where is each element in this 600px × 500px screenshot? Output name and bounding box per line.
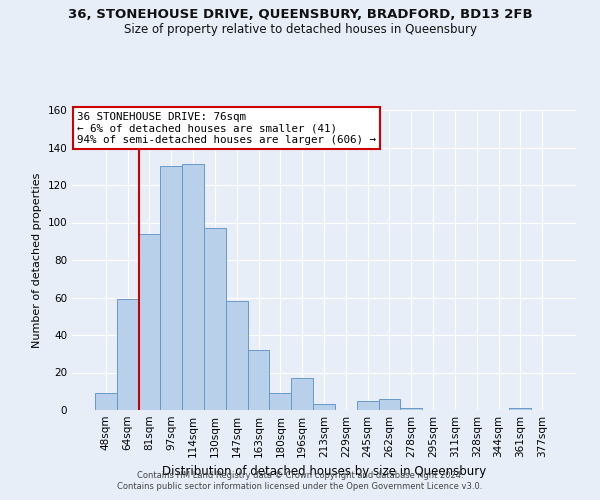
Bar bbox=[291, 378, 313, 410]
Bar bbox=[160, 166, 182, 410]
Bar bbox=[226, 301, 248, 410]
Bar bbox=[357, 400, 379, 410]
Bar bbox=[182, 164, 204, 410]
Bar bbox=[313, 404, 335, 410]
Bar bbox=[117, 300, 139, 410]
Bar bbox=[379, 399, 400, 410]
Text: Size of property relative to detached houses in Queensbury: Size of property relative to detached ho… bbox=[124, 22, 476, 36]
Bar bbox=[204, 228, 226, 410]
Bar bbox=[139, 234, 160, 410]
Bar bbox=[400, 408, 422, 410]
Y-axis label: Number of detached properties: Number of detached properties bbox=[32, 172, 42, 348]
Bar bbox=[269, 393, 291, 410]
X-axis label: Distribution of detached houses by size in Queensbury: Distribution of detached houses by size … bbox=[162, 466, 486, 478]
Bar bbox=[248, 350, 269, 410]
Bar bbox=[95, 393, 117, 410]
Text: 36 STONEHOUSE DRIVE: 76sqm
← 6% of detached houses are smaller (41)
94% of semi-: 36 STONEHOUSE DRIVE: 76sqm ← 6% of detac… bbox=[77, 112, 376, 144]
Text: Contains public sector information licensed under the Open Government Licence v3: Contains public sector information licen… bbox=[118, 482, 482, 491]
Text: Contains HM Land Registry data © Crown copyright and database right 2024.: Contains HM Land Registry data © Crown c… bbox=[137, 471, 463, 480]
Text: 36, STONEHOUSE DRIVE, QUEENSBURY, BRADFORD, BD13 2FB: 36, STONEHOUSE DRIVE, QUEENSBURY, BRADFO… bbox=[68, 8, 532, 20]
Bar bbox=[509, 408, 531, 410]
